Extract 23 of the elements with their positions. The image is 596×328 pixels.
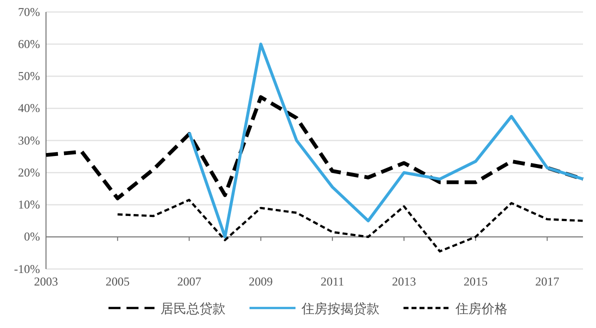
legend-label: 住房按揭贷款 — [300, 301, 380, 317]
line-series — [116, 198, 584, 252]
x-tick-label: 2017 — [535, 274, 560, 289]
x-tick-label: 2011 — [320, 274, 344, 289]
x-tick-label: 2003 — [34, 274, 58, 289]
y-tick-label: 40% — [18, 101, 40, 116]
x-tick-label: 2005 — [106, 274, 130, 289]
legend-label: 居民总贷款 — [160, 302, 226, 317]
line-series — [44, 95, 585, 200]
x-tick-label: 2007 — [177, 274, 202, 289]
line-series — [188, 42, 584, 238]
x-tick-label: 2009 — [248, 274, 273, 289]
y-tick-label: -10% — [14, 262, 40, 276]
y-tick-label: 0% — [24, 230, 40, 244]
y-tick-label: 30% — [18, 133, 40, 148]
x-tick-label: 2013 — [392, 274, 416, 289]
y-tick-label: 10% — [18, 198, 40, 212]
legend-label: 住房价格 — [454, 301, 508, 317]
y-tick-label: 60% — [18, 36, 40, 51]
y-tick-label: 20% — [18, 165, 40, 180]
x-tick-label: 2015 — [464, 274, 488, 289]
y-tick-label: 50% — [18, 69, 40, 84]
y-tick-label: 70% — [18, 4, 40, 19]
